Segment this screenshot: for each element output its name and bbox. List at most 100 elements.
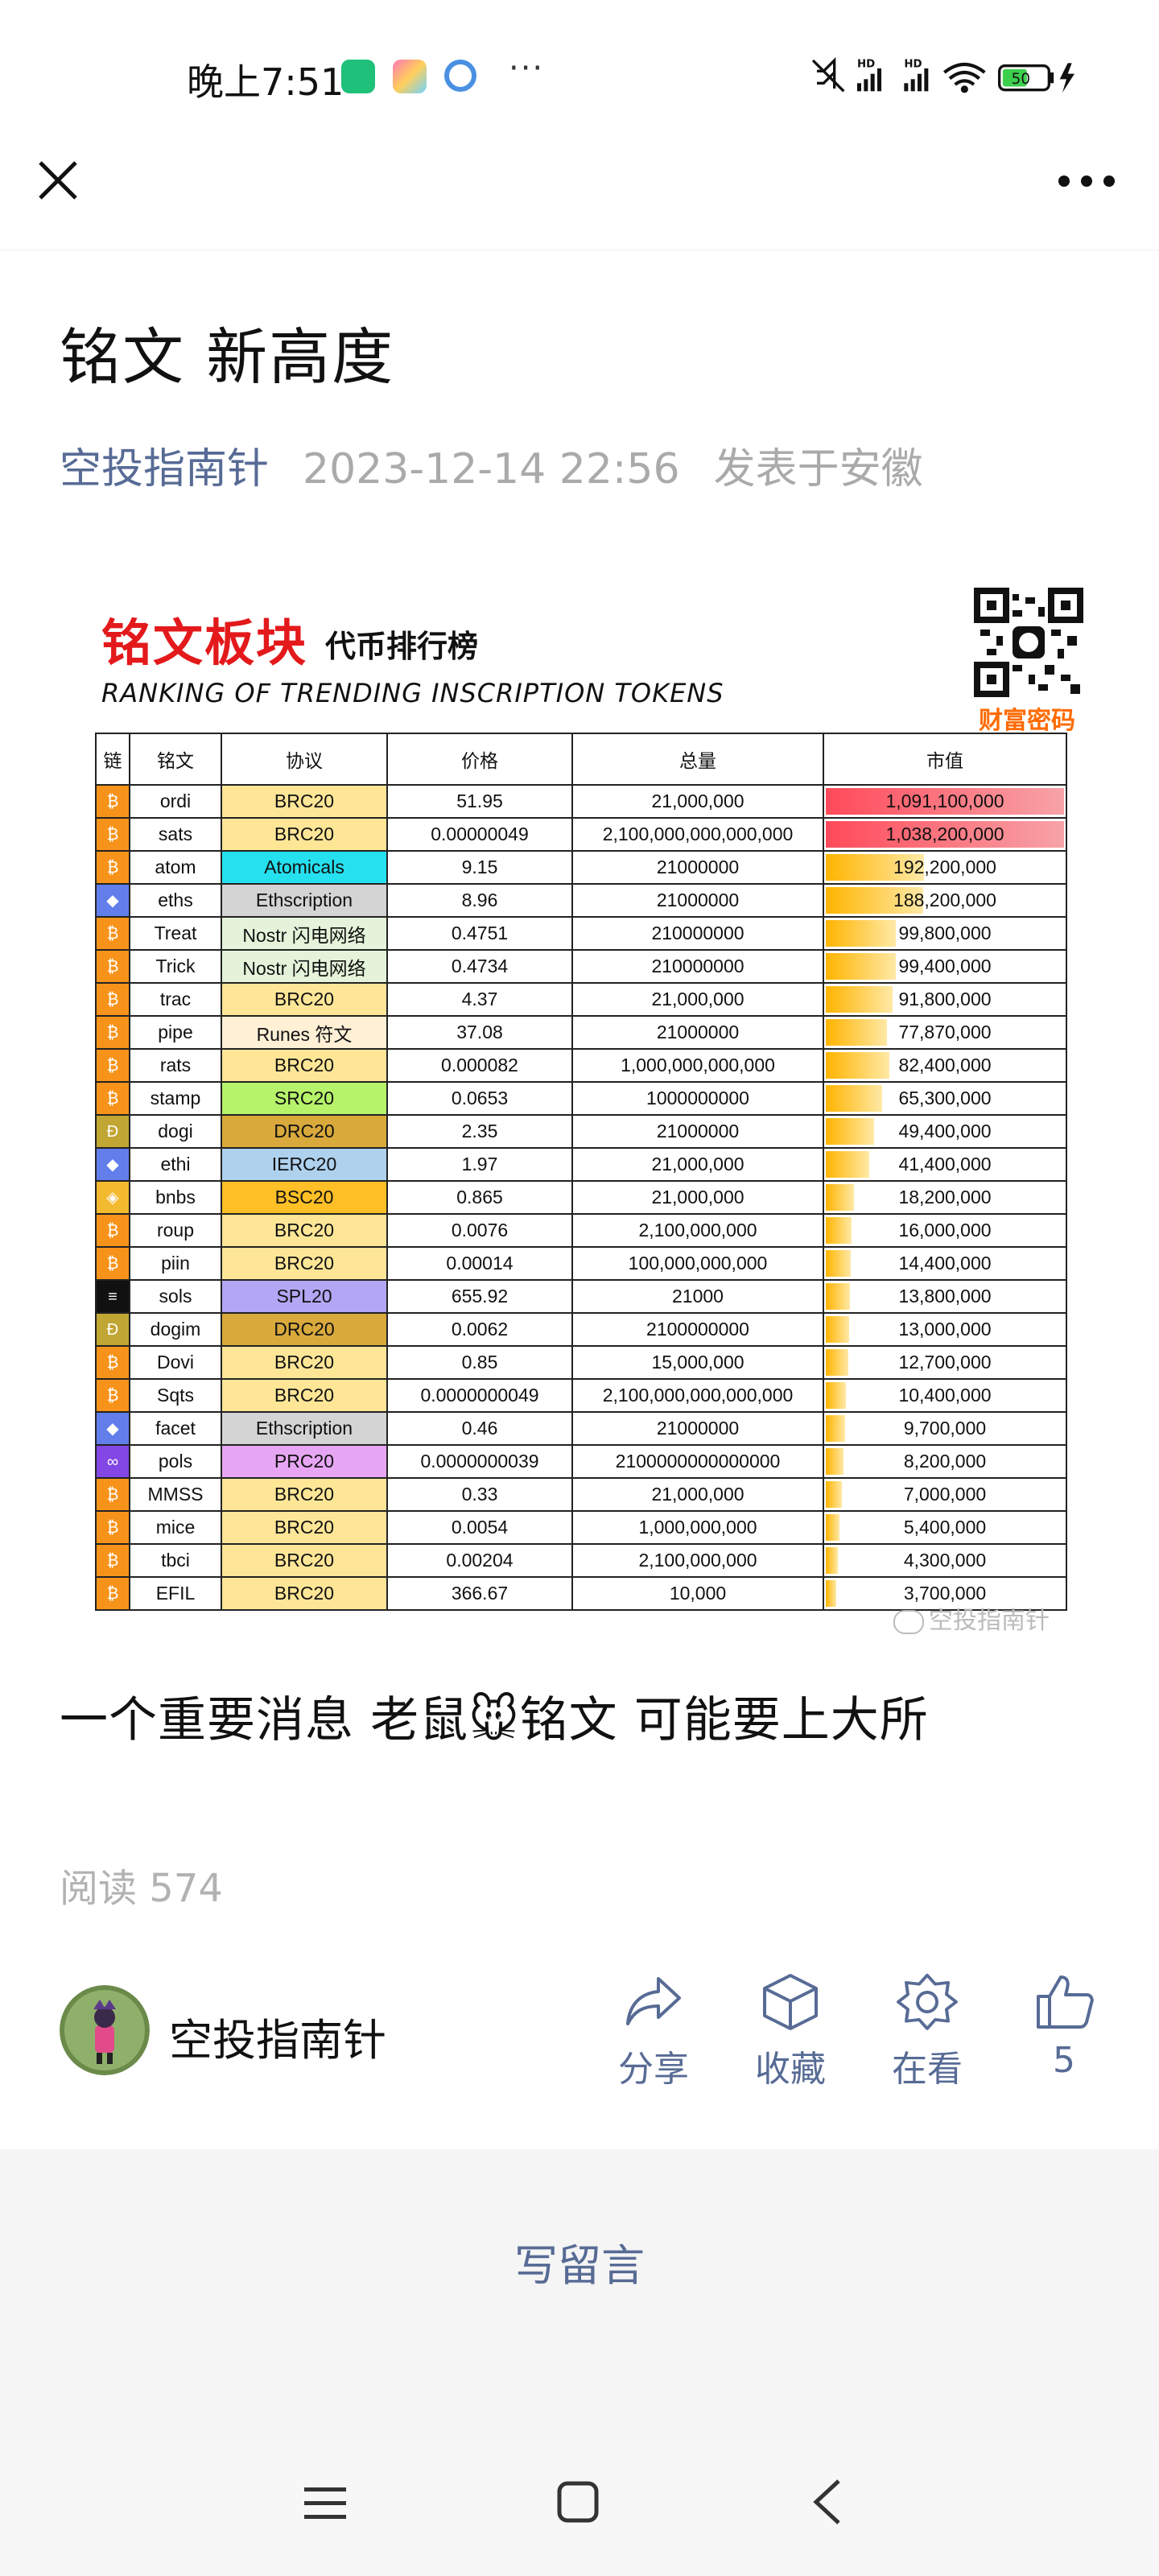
supply-cell: 15,000,000 bbox=[571, 1345, 824, 1380]
market-cap-value: 18,200,000 bbox=[898, 1187, 992, 1208]
browser-notification-icon bbox=[444, 60, 476, 92]
more-icon[interactable] bbox=[1054, 169, 1119, 193]
protocol-cell: SRC20 bbox=[221, 1081, 388, 1116]
more-notifications-icon: ··· bbox=[509, 50, 545, 87]
column-header-chain: 链 bbox=[95, 733, 130, 786]
market-cap-value: 5,400,000 bbox=[903, 1517, 987, 1538]
collect-label: 收藏 bbox=[755, 2049, 826, 2090]
table-row: ∞ pols PRC20 0.0000000039 2100000000000000 8,… bbox=[95, 1444, 1067, 1479]
supply-cell: 210000000 bbox=[571, 916, 824, 951]
chain-cell: Ð bbox=[95, 1114, 130, 1149]
back-icon[interactable] bbox=[808, 2478, 845, 2526]
protocol-cell: BRC20 bbox=[221, 1345, 388, 1380]
status-bar: 晚上7:51 ··· HD HD 50 bbox=[0, 0, 1159, 153]
market-cap-value: 91,800,000 bbox=[898, 989, 992, 1009]
chain-cell: ₿ bbox=[95, 1378, 130, 1413]
market-cap-cell: 14,400,000 bbox=[823, 1246, 1067, 1281]
price-cell: 0.0653 bbox=[386, 1081, 573, 1116]
price-cell: 8.96 bbox=[386, 883, 573, 918]
market-cap-bar bbox=[826, 788, 1064, 815]
btc-chain-icon: ₿ bbox=[106, 825, 119, 844]
ranking-table: 链 铭文 协议 价格 总量 市值 ₿ ordi BRC20 51.95 21,000,0… bbox=[95, 733, 1067, 1611]
menu-icon[interactable] bbox=[303, 2483, 348, 2524]
chain-cell: ≡ bbox=[95, 1279, 130, 1314]
table-row: ₿ mice BRC20 0.0054 1,000,000,000 5,400,000 bbox=[95, 1510, 1067, 1545]
wechat-watermark-icon bbox=[893, 1609, 924, 1634]
chain-cell: ◆ bbox=[95, 883, 130, 918]
article-author-link[interactable]: 空投指南针 bbox=[60, 445, 270, 493]
market-cap-bar bbox=[826, 821, 1064, 848]
footer-author-name[interactable]: 空投指南针 bbox=[169, 2015, 386, 2066]
supply-cell: 21,000,000 bbox=[571, 1180, 824, 1215]
chain-cell: ₿ bbox=[95, 1048, 130, 1083]
protocol-cell: BRC20 bbox=[221, 1213, 388, 1248]
price-cell: 51.95 bbox=[386, 784, 573, 819]
protocol-cell: PRC20 bbox=[221, 1444, 388, 1479]
table-row: ₿ piin BRC20 0.00014 100,000,000,000 14,400,0… bbox=[95, 1246, 1067, 1281]
market-cap-bar bbox=[826, 1547, 838, 1574]
table-row: ₿ stamp SRC20 0.0653 1000000000 65,300,000 bbox=[95, 1081, 1067, 1116]
read-count: 阅读 574 bbox=[60, 1866, 223, 1911]
ranking-poster[interactable]: 铭文板块 代币排行榜 RANKING OF TRENDING INSCRIPTI… bbox=[89, 588, 1083, 1635]
home-icon[interactable] bbox=[555, 2479, 600, 2524]
protocol-cell: BRC20 bbox=[221, 1477, 388, 1512]
hd-label-2: HD bbox=[904, 58, 922, 70]
inscription-name-cell: trac bbox=[129, 982, 222, 1017]
market-cap-cell: 13,800,000 bbox=[823, 1279, 1067, 1314]
market-cap-cell: 4,300,000 bbox=[823, 1543, 1067, 1578]
watching-button[interactable]: 在看 bbox=[879, 1972, 975, 2091]
btc-chain-icon: ₿ bbox=[106, 1023, 119, 1042]
market-cap-cell: 1,091,100,000 bbox=[823, 784, 1067, 819]
market-cap-value: 13,800,000 bbox=[898, 1286, 992, 1307]
supply-cell: 100,000,000,000 bbox=[571, 1246, 824, 1281]
like-button[interactable]: 5 bbox=[1016, 1972, 1112, 2081]
chain-cell: ₿ bbox=[95, 916, 130, 951]
market-cap-value: 10,400,000 bbox=[898, 1385, 992, 1406]
table-row: ≡ sols SPL20 655.92 21000 13,800,000 bbox=[95, 1279, 1067, 1314]
market-cap-cell: 91,800,000 bbox=[823, 982, 1067, 1017]
price-cell: 0.865 bbox=[386, 1180, 573, 1215]
market-cap-value: 82,400,000 bbox=[898, 1055, 992, 1075]
price-cell: 0.0000000049 bbox=[386, 1378, 573, 1413]
supply-cell: 210000000 bbox=[571, 949, 824, 984]
inscription-name-cell: tbci bbox=[129, 1543, 222, 1578]
column-header-price: 价格 bbox=[386, 733, 573, 786]
inscription-name-cell: ethi bbox=[129, 1147, 222, 1182]
collect-button[interactable]: 收藏 bbox=[742, 1972, 839, 2091]
sol-chain-icon: ≡ bbox=[108, 1287, 118, 1306]
market-cap-bar bbox=[826, 1415, 846, 1442]
market-cap-bar bbox=[826, 1514, 839, 1541]
share-button[interactable]: 分享 bbox=[605, 1972, 702, 2091]
protocol-cell: BRC20 bbox=[221, 817, 388, 852]
close-icon[interactable] bbox=[32, 155, 84, 206]
protocol-cell: BRC20 bbox=[221, 1543, 388, 1578]
protocol-cell: BRC20 bbox=[221, 982, 388, 1017]
btc-chain-icon: ₿ bbox=[106, 1518, 119, 1537]
protocol-cell: BRC20 bbox=[221, 1048, 388, 1083]
price-cell: 0.0062 bbox=[386, 1312, 573, 1347]
market-cap-cell: 82,400,000 bbox=[823, 1048, 1067, 1083]
market-cap-value: 14,400,000 bbox=[898, 1253, 992, 1274]
column-header-supply: 总量 bbox=[571, 733, 824, 786]
price-cell: 655.92 bbox=[386, 1279, 573, 1314]
market-cap-value: 13,000,000 bbox=[898, 1319, 992, 1340]
status-icons: HD HD 50 bbox=[811, 56, 1074, 93]
doge-chain-icon: Ð bbox=[106, 1320, 119, 1339]
market-cap-value: 4,300,000 bbox=[903, 1550, 987, 1571]
supply-cell: 21,000,000 bbox=[571, 784, 824, 819]
author-avatar[interactable] bbox=[60, 1985, 150, 2075]
write-comment-button[interactable]: 写留言 bbox=[514, 2240, 645, 2291]
protocol-cell: Nostr 闪电网络 bbox=[221, 949, 388, 984]
inscription-name-cell: MMSS bbox=[129, 1477, 222, 1512]
chain-cell: Ð bbox=[95, 1312, 130, 1347]
market-cap-value: 99,800,000 bbox=[898, 923, 992, 943]
protocol-cell: BRC20 bbox=[221, 784, 388, 819]
supply-cell: 10,000 bbox=[571, 1576, 824, 1611]
table-row: ₿ pipe Runes 符文 37.08 21000000 77,870,000 bbox=[95, 1015, 1067, 1050]
inscription-name-cell: mice bbox=[129, 1510, 222, 1545]
market-cap-bar bbox=[826, 1019, 888, 1046]
table-row: ◈ bnbs BSC20 0.865 21,000,000 18,200,000 bbox=[95, 1180, 1067, 1215]
article-body: 一个重要消息 老鼠🐭铭文 可能要上大所 bbox=[60, 1692, 929, 1748]
inscription-name-cell: Sqts bbox=[129, 1378, 222, 1413]
price-cell: 0.000082 bbox=[386, 1048, 573, 1083]
